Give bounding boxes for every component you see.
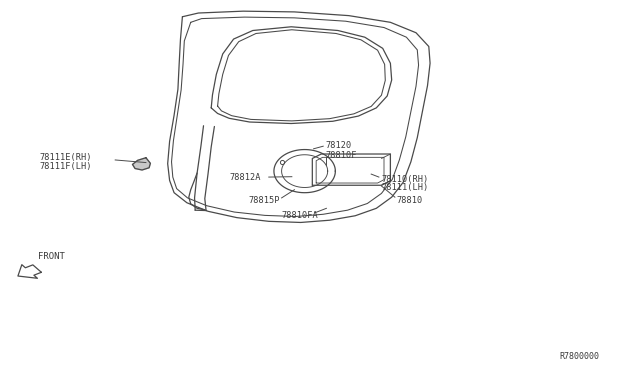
Text: 78810F: 78810F [325, 151, 356, 160]
Text: 78815P: 78815P [248, 196, 280, 205]
Text: 78111E(RH): 78111E(RH) [40, 153, 92, 162]
Polygon shape [132, 158, 150, 170]
Text: 78120: 78120 [325, 141, 351, 150]
Text: 78110(RH): 78110(RH) [381, 175, 429, 184]
Text: 78812A: 78812A [229, 173, 260, 182]
Text: 78810: 78810 [397, 196, 423, 205]
Text: 78111(LH): 78111(LH) [381, 183, 429, 192]
Text: R7800000: R7800000 [559, 352, 599, 361]
Text: 78810FA: 78810FA [282, 211, 318, 220]
Text: FRONT: FRONT [38, 252, 65, 261]
Text: 78111F(LH): 78111F(LH) [40, 162, 92, 171]
